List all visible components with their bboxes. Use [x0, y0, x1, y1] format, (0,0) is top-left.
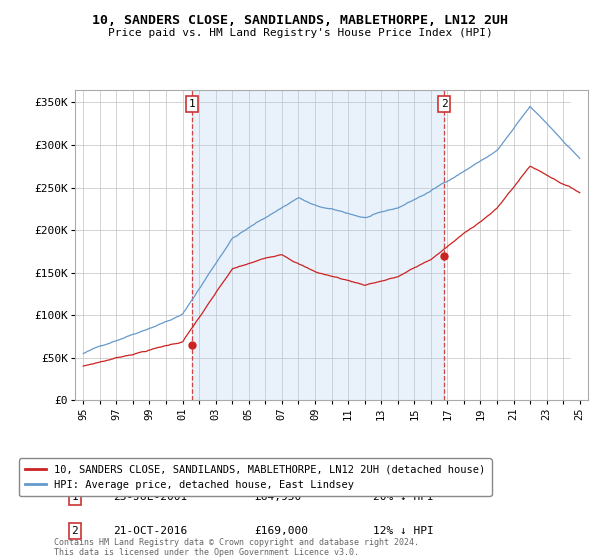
Legend: 10, SANDERS CLOSE, SANDILANDS, MABLETHORPE, LN12 2UH (detached house), HPI: Aver: 10, SANDERS CLOSE, SANDILANDS, MABLETHOR…: [19, 459, 491, 496]
Text: 1: 1: [188, 99, 195, 109]
Text: 2: 2: [440, 99, 448, 109]
Text: Contains HM Land Registry data © Crown copyright and database right 2024.
This d: Contains HM Land Registry data © Crown c…: [54, 538, 419, 557]
Text: 2: 2: [71, 526, 79, 536]
Text: 20% ↓ HPI: 20% ↓ HPI: [373, 492, 433, 502]
Bar: [571, 90, 588, 400]
Bar: [191, 90, 444, 400]
Text: £64,950: £64,950: [254, 492, 302, 502]
Text: 23-JUL-2001: 23-JUL-2001: [113, 492, 188, 502]
Text: 12% ↓ HPI: 12% ↓ HPI: [373, 526, 433, 536]
Text: Price paid vs. HM Land Registry's House Price Index (HPI): Price paid vs. HM Land Registry's House …: [107, 28, 493, 38]
Text: £169,000: £169,000: [254, 526, 308, 536]
Text: 1: 1: [71, 492, 79, 502]
Text: 21-OCT-2016: 21-OCT-2016: [113, 526, 188, 536]
Bar: [571, 90, 588, 400]
Text: 10, SANDERS CLOSE, SANDILANDS, MABLETHORPE, LN12 2UH: 10, SANDERS CLOSE, SANDILANDS, MABLETHOR…: [92, 14, 508, 27]
